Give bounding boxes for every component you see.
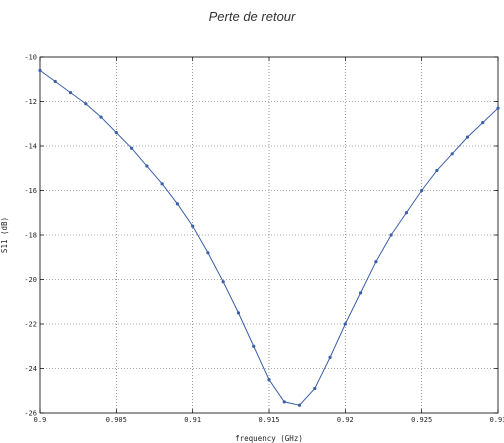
data-point	[435, 168, 439, 173]
data-point	[374, 260, 378, 264]
y-tick-labels: -26 -24 -22 -20 -18 -16 -14 -12 -10	[24, 54, 37, 418]
y-tick-label: -10	[24, 54, 37, 62]
y-tick-label: -16	[24, 187, 37, 195]
x-tick-label: 0.91	[184, 416, 201, 424]
x-tick-label: 0.915	[258, 416, 279, 424]
data-point	[465, 135, 470, 139]
data-point	[175, 202, 179, 206]
data-point	[114, 131, 118, 135]
y-axis-label: S11 (dB)	[0, 217, 9, 253]
data-point	[359, 291, 363, 295]
y-tick-label: -14	[24, 143, 37, 151]
data-point	[130, 146, 134, 150]
data-point	[252, 344, 256, 348]
series-layer	[38, 68, 500, 407]
data-point	[84, 102, 88, 106]
data-point	[236, 311, 241, 315]
grid-lines	[40, 57, 498, 413]
data-point	[282, 400, 286, 404]
data-point	[496, 106, 500, 110]
y-tick-label: -26	[24, 410, 37, 418]
data-point	[313, 386, 317, 391]
x-axis-label: frequency (GHz)	[235, 434, 303, 443]
x-tick-label: 0.9	[34, 416, 47, 424]
data-point	[221, 280, 225, 284]
x-tick-labels: 0.9 0.905 0.91 0.915 0.92 0.925 0.93	[34, 416, 504, 424]
y-tick-label: -12	[24, 98, 37, 106]
data-point	[420, 188, 424, 193]
data-point	[389, 233, 393, 237]
data-point	[328, 355, 332, 359]
data-point	[99, 115, 103, 119]
data-point	[53, 79, 57, 84]
data-point	[191, 224, 195, 228]
axis-ticks	[39, 56, 499, 414]
data-point	[145, 164, 149, 168]
y-tick-label: -18	[24, 232, 37, 240]
data-point	[481, 121, 485, 125]
y-tick-label: -24	[24, 365, 37, 373]
y-tick-label: -22	[24, 321, 37, 329]
x-tick-label: 0.92	[337, 416, 354, 424]
data-point	[343, 322, 347, 326]
x-tick-label: 0.93	[490, 416, 504, 424]
data-point	[160, 182, 164, 186]
chart-title: Perte de retour	[208, 9, 296, 24]
data-point	[206, 251, 210, 255]
data-point	[450, 152, 454, 156]
data-point	[267, 378, 271, 382]
data-point	[297, 403, 302, 407]
data-point	[38, 68, 42, 72]
data-point	[404, 211, 408, 215]
data-point	[68, 91, 73, 95]
y-tick-label: -20	[24, 276, 37, 284]
x-tick-label: 0.905	[106, 416, 127, 424]
x-tick-label: 0.925	[411, 416, 432, 424]
